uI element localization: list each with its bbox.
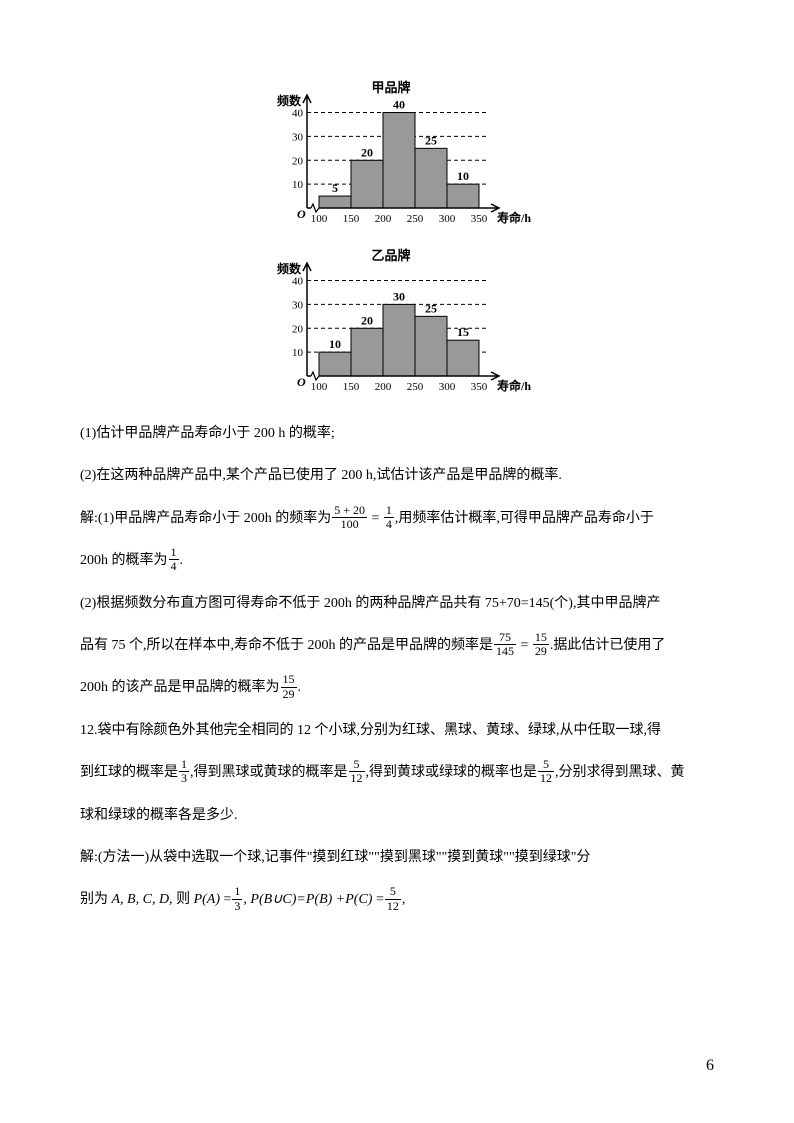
answer-1-line2: 200h 的概率为14. (80, 543, 714, 579)
svg-text:O: O (297, 207, 306, 221)
svg-text:100: 100 (311, 381, 328, 393)
solution-12-line1: 解:(方法一)从袋中选取一个球,记事件"摸到红球""摸到黑球""摸到黄球""摸到… (80, 840, 714, 876)
svg-text:20: 20 (292, 155, 304, 167)
svg-text:20: 20 (361, 145, 373, 159)
svg-text:25: 25 (425, 133, 437, 147)
text: , (402, 892, 406, 907)
fraction: 5 + 20100 (332, 504, 367, 531)
svg-text:150: 150 (343, 381, 360, 393)
svg-text:20: 20 (292, 323, 304, 335)
fraction: 512 (538, 758, 554, 785)
svg-text:10: 10 (292, 179, 304, 191)
expr-pa: P(A) (194, 892, 220, 907)
question-1: (1)估计甲品牌产品寿命小于 200 h 的概率; (80, 416, 714, 452)
svg-text:200: 200 (375, 213, 392, 225)
fraction: 14 (169, 546, 179, 573)
page-number: 6 (706, 1057, 714, 1075)
question-2: (2)在这两种品牌产品中,某个产品已使用了 200 h,试估计该产品是甲品牌的概… (80, 458, 714, 494)
histogram-brand-a: 甲品牌频数 10 20 30 40 5 20 40 25 10 O 100 150 200 250 300 35… (262, 78, 532, 228)
svg-text:350: 350 (471, 381, 488, 393)
text: ,得到黄球或绿球的概率也是 (366, 765, 538, 780)
fraction: 13 (232, 885, 242, 912)
svg-text:40: 40 (292, 276, 304, 288)
text: = (372, 892, 383, 907)
fraction: 512 (385, 885, 401, 912)
svg-text:10: 10 (457, 169, 469, 183)
svg-text:频数: 频数 (277, 93, 302, 108)
text: 解:(1)甲品牌产品寿命小于 200h 的频率为 (80, 511, 331, 526)
text: = (220, 892, 231, 907)
svg-text:100: 100 (311, 213, 328, 225)
expr-pbc: P(B∪C)=P(B) +P(C) (250, 892, 372, 907)
svg-text:40: 40 (292, 108, 304, 120)
answer-2-line3: 200h 的该产品是甲品牌的概率为1529. (80, 670, 714, 706)
problem-12-line1: 12.袋中有除颜色外其他完全相同的 12 个小球,分别为红球、黑球、黄球、绿球,… (80, 713, 714, 749)
problem-12-line3: 球和绿球的概率各是多少. (80, 798, 714, 834)
text: = (517, 638, 532, 653)
svg-text:350: 350 (471, 213, 488, 225)
text: 则 (173, 892, 194, 907)
text: ,得到黑球或黄球的概率是 (190, 765, 348, 780)
svg-text:30: 30 (292, 299, 304, 311)
fraction: 512 (349, 758, 365, 785)
text: . (180, 553, 184, 568)
svg-text:300: 300 (439, 213, 456, 225)
text: 到红球的概率是 (80, 765, 178, 780)
svg-text:频数: 频数 (277, 261, 302, 276)
svg-text:30: 30 (292, 131, 304, 143)
text: . (298, 680, 302, 695)
svg-text:5: 5 (332, 181, 338, 195)
svg-text:10: 10 (329, 337, 341, 351)
svg-text:25: 25 (425, 301, 437, 315)
text: = (368, 511, 383, 526)
text: 200h 的概率为 (80, 553, 168, 568)
text: 别为 (80, 892, 112, 907)
svg-text:30: 30 (393, 289, 405, 303)
answer-2-line2: 品有 75 个,所以在样本中,寿命不低于 200h 的产品是甲品牌的频率是751… (80, 628, 714, 664)
fraction: 75145 (494, 631, 516, 658)
svg-text:寿命/h: 寿命/h (497, 378, 531, 393)
svg-text:10: 10 (292, 347, 304, 359)
svg-text:寿命/h: 寿命/h (497, 210, 531, 225)
text: ,用频率估计概率,可得甲品牌产品寿命小于 (395, 511, 654, 526)
svg-text:200: 200 (375, 381, 392, 393)
answer-1-line1: 解:(1)甲品牌产品寿命小于 200h 的频率为5 + 20100 = 14,用… (80, 501, 714, 537)
svg-text:O: O (297, 375, 306, 389)
text: 品有 75 个,所以在样本中,寿命不低于 200h 的产品是甲品牌的频率是 (80, 638, 493, 653)
text: 200h 的该产品是甲品牌的概率为 (80, 680, 280, 695)
svg-text:40: 40 (393, 98, 405, 112)
svg-text:150: 150 (343, 213, 360, 225)
histogram-brand-b: 乙品牌频数 10 20 30 40 10 20 30 25 15 O 100 150 200 250 300 3… (262, 246, 532, 396)
fraction: 14 (384, 504, 394, 531)
svg-text:甲品牌: 甲品牌 (371, 80, 410, 95)
svg-text:250: 250 (407, 381, 424, 393)
solution-12-line2: 别为 A, B, C, D, 则 P(A) =13, P(B∪C)=P(B) +… (80, 882, 714, 918)
text: ,分别求得到黑球、黄 (555, 765, 685, 780)
fraction: 1529 (533, 631, 549, 658)
svg-text:250: 250 (407, 213, 424, 225)
svg-text:300: 300 (439, 381, 456, 393)
svg-text:20: 20 (361, 313, 373, 327)
variables-abcd: A, B, C, D, (112, 892, 173, 907)
fraction: 1529 (281, 673, 297, 700)
svg-text:乙品牌: 乙品牌 (371, 248, 410, 263)
fraction: 13 (179, 758, 189, 785)
answer-2-line1: (2)根据频数分布直方图可得寿命不低于 200h 的两种品牌产品共有 75+70… (80, 586, 714, 622)
problem-12-line2: 到红球的概率是13,得到黑球或黄球的概率是512,得到黄球或绿球的概率也是512… (80, 755, 714, 791)
svg-text:15: 15 (457, 325, 469, 339)
text: .据此估计已使用了 (550, 638, 666, 653)
